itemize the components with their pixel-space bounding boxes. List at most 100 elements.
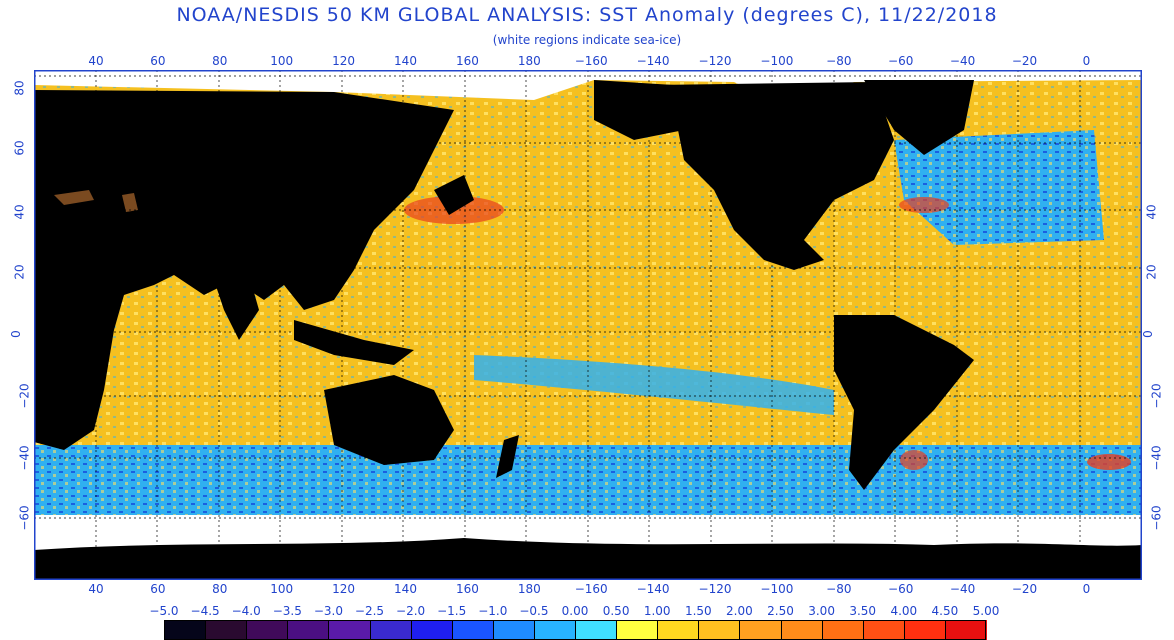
colorbar-label-16: 3.00 bbox=[808, 604, 835, 618]
colorbar-swatch-5 bbox=[369, 620, 412, 640]
colorbar-swatch-11 bbox=[616, 620, 659, 640]
lon-tick-bottom-2: 80 bbox=[212, 582, 228, 596]
colorbar-label-7: −1.5 bbox=[437, 604, 467, 618]
lon-tick-top-0: 40 bbox=[88, 54, 104, 68]
colorbar-swatch-7 bbox=[451, 620, 494, 640]
lat-tick-right-4: −40 bbox=[1149, 445, 1164, 471]
colorbar-label-0: −5.0 bbox=[149, 604, 179, 618]
sst-anomaly-map bbox=[34, 70, 1142, 580]
lon-tick-bottom-16: 0 bbox=[1082, 582, 1091, 596]
colorbar-swatch-8 bbox=[492, 620, 535, 640]
alaska bbox=[594, 80, 684, 140]
lon-tick-bottom-3: 100 bbox=[270, 582, 294, 596]
lon-tick-bottom-15: −20 bbox=[1011, 582, 1038, 596]
colorbar-swatch-14 bbox=[739, 620, 782, 640]
lon-tick-bottom-12: −80 bbox=[826, 582, 852, 596]
australia bbox=[324, 375, 454, 465]
lon-tick-bottom-9: −140 bbox=[636, 582, 670, 596]
aral-sea bbox=[122, 193, 138, 212]
lat-tick-right-1: 20 bbox=[1144, 264, 1159, 280]
colorbar-label-2: −4.0 bbox=[231, 604, 261, 618]
lon-tick-bottom-11: −100 bbox=[760, 582, 794, 596]
lon-tick-top-3: 100 bbox=[270, 54, 294, 68]
antarctica-land bbox=[34, 538, 1142, 580]
lat-tick-right-5: −60 bbox=[1149, 505, 1164, 531]
lon-tick-top-7: 180 bbox=[517, 54, 541, 68]
lon-tick-top-15: −20 bbox=[1011, 54, 1038, 68]
lat-tick-left-7: −60 bbox=[17, 505, 32, 531]
chart-title: NOAA/NESDIS 50 KM GLOBAL ANALYSIS: SST A… bbox=[176, 4, 998, 26]
colorbar-swatch-6 bbox=[410, 620, 453, 640]
lon-tick-top-14: −40 bbox=[949, 54, 976, 68]
colorbar-swatch-9 bbox=[533, 620, 576, 640]
lon-tick-bottom-13: −60 bbox=[888, 582, 914, 596]
colorbar-swatch-13 bbox=[698, 620, 741, 640]
new-zealand bbox=[496, 435, 519, 478]
lon-tick-bottom-14: −40 bbox=[949, 582, 976, 596]
colorbar-label-20: 5.00 bbox=[972, 604, 1000, 618]
lon-tick-top-11: −100 bbox=[760, 54, 794, 68]
colorbar-label-5: −2.5 bbox=[354, 604, 385, 618]
colorbar-label-9: −0.5 bbox=[519, 604, 549, 618]
lat-tick-right-0: 40 bbox=[1144, 204, 1159, 220]
lon-tick-top-10: −120 bbox=[698, 54, 732, 68]
map-frame bbox=[34, 70, 1142, 580]
lat-tick-right-2: 0 bbox=[1140, 330, 1155, 338]
lon-tick-bottom-7: 180 bbox=[517, 582, 541, 596]
colorbar-label-3: −3.5 bbox=[272, 604, 302, 618]
colorbar-swatch-12 bbox=[657, 620, 700, 640]
south-america bbox=[834, 315, 974, 490]
colorbar-label-12: 1.00 bbox=[643, 604, 671, 618]
lon-tick-bottom-6: 160 bbox=[455, 582, 479, 596]
colorbar-swatch-3 bbox=[287, 620, 330, 640]
japan-islands bbox=[434, 175, 474, 215]
graticule bbox=[34, 70, 1142, 580]
eurasia-africa-landmass bbox=[34, 90, 454, 450]
colorbar-label-14: 2.00 bbox=[726, 604, 753, 618]
north-america bbox=[654, 82, 894, 270]
india-subcontinent bbox=[214, 275, 259, 340]
south-atlantic-warm-patch bbox=[1087, 454, 1131, 470]
lon-tick-top-2: 80 bbox=[212, 54, 228, 68]
falklands-warm-patch bbox=[900, 450, 928, 470]
caspian-sea bbox=[54, 190, 94, 205]
colorbar-label-19: 4.50 bbox=[931, 604, 959, 618]
lon-tick-bottom-4: 120 bbox=[332, 582, 356, 596]
colorbar-label-13: 1.50 bbox=[684, 604, 712, 618]
colorbar-swatch-16 bbox=[821, 620, 864, 640]
lon-tick-top-12: −80 bbox=[826, 54, 852, 68]
colorbar-swatch-2 bbox=[246, 620, 289, 640]
colorbar-label-11: 0.50 bbox=[602, 604, 630, 618]
lat-tick-right-3: −20 bbox=[1149, 383, 1164, 409]
lat-tick-left-3: 20 bbox=[12, 264, 27, 280]
lon-tick-top-8: −160 bbox=[574, 54, 608, 68]
colorbar-swatch-10 bbox=[575, 620, 618, 640]
colorbar-swatch-1 bbox=[205, 620, 248, 640]
colorbar-label-18: 4.00 bbox=[890, 604, 918, 618]
lon-tick-bottom-5: 140 bbox=[394, 582, 417, 596]
lon-tick-top-5: 140 bbox=[394, 54, 417, 68]
colorbar-label-15: 2.50 bbox=[767, 604, 794, 618]
north-atlantic-cool-region bbox=[894, 130, 1104, 245]
lon-tick-top-6: 160 bbox=[455, 54, 479, 68]
lon-tick-top-1: 60 bbox=[150, 54, 166, 68]
colorbar-swatch-4 bbox=[328, 620, 371, 640]
lat-tick-left-5: −20 bbox=[17, 383, 32, 409]
lon-tick-top-16: 0 bbox=[1082, 54, 1091, 68]
colorbar-label-10: 0.00 bbox=[561, 604, 589, 618]
lat-tick-left-6: −40 bbox=[17, 445, 32, 471]
lon-tick-bottom-1: 60 bbox=[150, 582, 166, 596]
colorbar-swatch-19 bbox=[944, 620, 987, 640]
lon-tick-bottom-10: −120 bbox=[698, 582, 732, 596]
colorbar-swatch-15 bbox=[780, 620, 823, 640]
colorbar-swatch-17 bbox=[862, 620, 905, 640]
colorbar-swatch-0 bbox=[164, 620, 207, 640]
colorbar-label-1: −4.5 bbox=[190, 604, 220, 618]
colorbar-label-8: −1.0 bbox=[478, 604, 508, 618]
chart-subtitle: (white regions indicate sea-ice) bbox=[492, 33, 682, 47]
lat-tick-left-1: 60 bbox=[12, 140, 27, 156]
lon-tick-top-4: 120 bbox=[332, 54, 356, 68]
lon-tick-top-9: −140 bbox=[636, 54, 670, 68]
colorbar-label-17: 3.50 bbox=[849, 604, 877, 618]
south-pacific-cool-tongue bbox=[474, 355, 834, 415]
